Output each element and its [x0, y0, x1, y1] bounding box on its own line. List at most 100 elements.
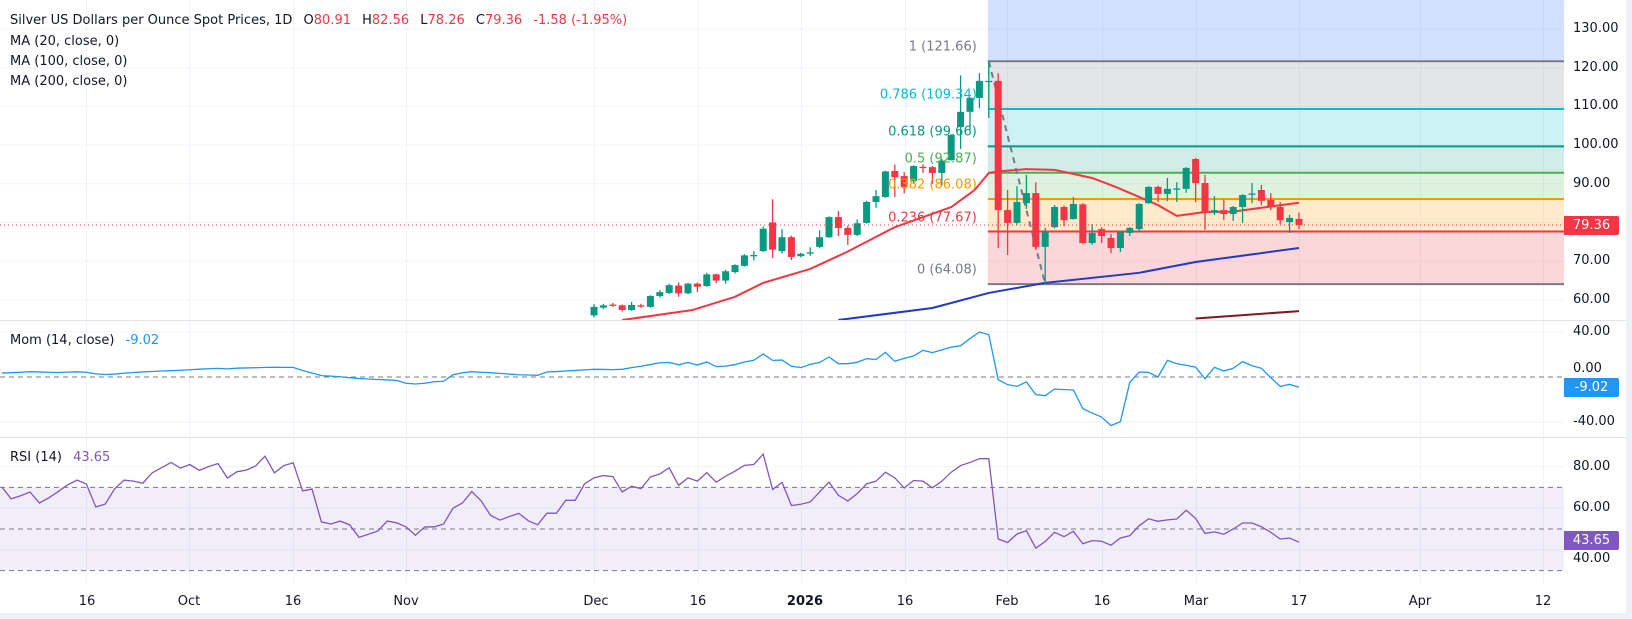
candle — [740, 254, 748, 267]
legend-ma20[interactable]: MA (20, close, 0) — [10, 34, 120, 49]
candle — [1098, 227, 1106, 244]
close-label: C — [475, 13, 485, 28]
candle-body — [731, 265, 739, 273]
axis-tick-label: 80.00 — [1573, 458, 1611, 474]
candle-body — [966, 97, 974, 112]
candle — [1013, 186, 1021, 225]
moving-averages — [622, 168, 1300, 320]
candle — [806, 247, 814, 256]
legend-rsi[interactable]: RSI (14) 43.65 — [10, 448, 110, 468]
candle-body — [787, 237, 795, 257]
candle — [863, 200, 871, 224]
candle-body — [1088, 232, 1096, 244]
fibonacci-retracement[interactable] — [987, 0, 1564, 286]
legend-ma200[interactable]: MA (200, close, 0) — [10, 74, 128, 89]
rsi-value: 43.65 — [73, 450, 111, 465]
candle — [1088, 224, 1096, 245]
candle — [872, 189, 880, 208]
candle-body — [1192, 159, 1200, 184]
candle-body — [881, 171, 889, 197]
time-label: Dec — [583, 594, 609, 609]
fib-level-label: 0.618 (99.66) — [888, 124, 977, 140]
candle-body — [1220, 210, 1228, 214]
candle-body — [872, 196, 880, 202]
fib-zone-0.786 — [987, 108, 1564, 147]
candle-body — [938, 160, 946, 173]
candle — [825, 216, 833, 238]
candle — [590, 304, 598, 318]
legend-ma100[interactable]: MA (100, close, 0) — [10, 54, 128, 69]
candle — [985, 61, 993, 119]
time-label: Nov — [393, 594, 419, 609]
candle-body — [1276, 207, 1284, 221]
candle-body — [1116, 232, 1124, 249]
high-value: 82.56 — [371, 13, 410, 28]
bottom-border — [0, 613, 1632, 619]
candle-body — [740, 255, 748, 266]
candle-body — [1022, 193, 1030, 204]
candle — [947, 134, 955, 161]
candle — [778, 229, 786, 254]
candle-body — [769, 222, 777, 250]
candle-body — [599, 305, 607, 308]
candle — [966, 97, 974, 130]
candle — [693, 282, 701, 293]
candle-body — [759, 228, 767, 252]
ma100-line — [838, 247, 1300, 320]
candle-body — [1032, 193, 1040, 247]
candle-body — [750, 255, 758, 257]
fib-zone-0.236 — [987, 231, 1564, 285]
candle — [975, 73, 983, 109]
candle — [1032, 182, 1040, 250]
candle — [910, 165, 918, 183]
candle — [1116, 231, 1124, 252]
candle-body — [665, 285, 673, 293]
fib-level-label: 0.236 (77.67) — [888, 210, 977, 226]
candle — [646, 295, 654, 308]
fib-level-label: 1 (121.66) — [908, 39, 977, 55]
candle-body — [853, 223, 861, 235]
candle — [1069, 196, 1077, 220]
legend-momentum[interactable]: Mom (14, close) -9.02 — [10, 331, 159, 351]
fib-level-label: 0 (64.08) — [917, 262, 977, 278]
candle — [750, 251, 758, 261]
candle-body — [1229, 207, 1237, 214]
axis-tick-label: 110.00 — [1573, 98, 1619, 114]
candle — [712, 273, 720, 284]
candle-body — [1060, 207, 1068, 221]
candle-body — [656, 292, 664, 297]
candle — [928, 165, 936, 184]
axis-tick-label: 40.00 — [1573, 323, 1611, 339]
candle — [957, 75, 965, 149]
ma200-line — [1195, 310, 1300, 320]
time-label: 16 — [689, 594, 707, 609]
candle — [900, 172, 908, 194]
candle-body — [919, 166, 927, 169]
candle — [628, 301, 636, 311]
candle — [853, 219, 861, 237]
candle-body — [778, 237, 786, 252]
fib-level-label: 0.382 (86.08) — [888, 177, 977, 193]
candle-body — [675, 285, 683, 294]
candle — [1060, 205, 1068, 227]
candle-body — [646, 296, 654, 307]
rsi-band-fill — [0, 487, 1564, 571]
candle — [919, 164, 927, 173]
candle — [1154, 185, 1162, 202]
candle — [769, 199, 777, 259]
candle-body — [947, 135, 955, 161]
candle-body — [1163, 188, 1171, 194]
candle — [731, 264, 739, 274]
fib-zone-0.618 — [987, 146, 1564, 173]
symbol-legend[interactable]: Silver US Dollars per Ounce Spot Prices,… — [10, 11, 627, 31]
candle — [1295, 212, 1303, 230]
candle-body — [910, 165, 918, 182]
candle — [1201, 174, 1209, 230]
candle — [618, 304, 626, 312]
candle-body — [1079, 204, 1087, 244]
fib-zone-1 — [987, 61, 1564, 109]
candle-body — [1051, 207, 1059, 228]
candle-body — [825, 217, 833, 238]
candle-body — [1286, 217, 1294, 223]
